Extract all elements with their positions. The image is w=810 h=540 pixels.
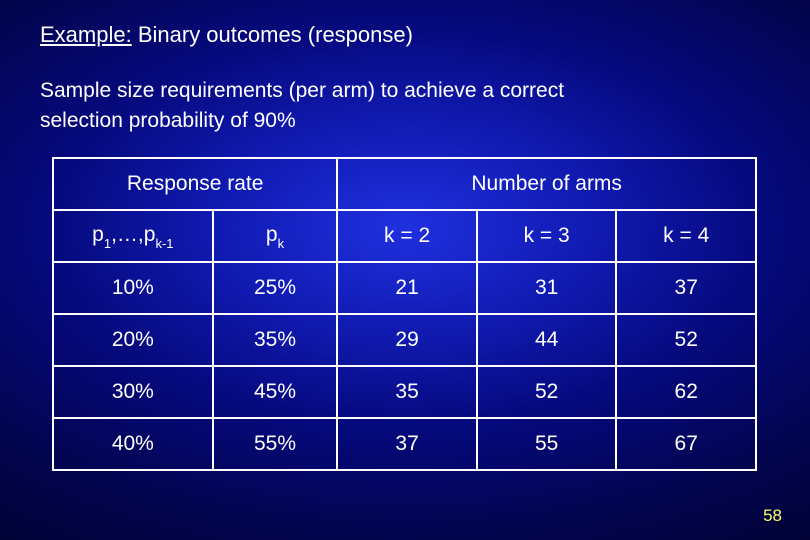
table-row: 40% 55% 37 55 67 — [53, 418, 756, 470]
col1-p: p — [266, 223, 278, 246]
cell: 35 — [337, 366, 477, 418]
col-header-p1-pk1: p1,…,pk-1 — [53, 210, 213, 262]
sample-size-table: Response rate Number of arms p1,…,pk-1 p… — [52, 157, 757, 471]
title-label: Example: — [40, 22, 132, 47]
table-header-group-row: Response rate Number of arms — [53, 158, 756, 210]
slide-number: 58 — [763, 506, 782, 526]
cell: 52 — [616, 314, 756, 366]
cell: 10% — [53, 262, 213, 314]
table-row: 30% 45% 35 52 62 — [53, 366, 756, 418]
table-row: 20% 35% 29 44 52 — [53, 314, 756, 366]
col1-sub: k — [278, 236, 285, 251]
cell: 21 — [337, 262, 477, 314]
group-header-number-of-arms: Number of arms — [337, 158, 756, 210]
slide: Example: Binary outcomes (response) Samp… — [0, 0, 810, 540]
col-header-k2: k = 2 — [337, 210, 477, 262]
slide-subtitle: Sample size requirements (per arm) to ac… — [40, 76, 770, 137]
cell: 55 — [477, 418, 617, 470]
cell: 35% — [213, 314, 338, 366]
cell: 31 — [477, 262, 617, 314]
cell: 25% — [213, 262, 338, 314]
col0-p1: p — [92, 223, 104, 246]
slide-title: Example: Binary outcomes (response) — [40, 22, 770, 48]
cell: 52 — [477, 366, 617, 418]
subtitle-line1: Sample size requirements (per arm) to ac… — [40, 79, 564, 102]
cell: 62 — [616, 366, 756, 418]
col-header-k4: k = 4 — [616, 210, 756, 262]
col0-sub1: 1 — [104, 236, 111, 251]
group-header-response-rate: Response rate — [53, 158, 337, 210]
col0-mid: ,…,p — [111, 223, 155, 246]
cell: 40% — [53, 418, 213, 470]
cell: 44 — [477, 314, 617, 366]
title-rest: Binary outcomes (response) — [132, 22, 413, 47]
cell: 45% — [213, 366, 338, 418]
cell: 30% — [53, 366, 213, 418]
cell: 37 — [616, 262, 756, 314]
col0-sub2: k-1 — [155, 236, 173, 251]
cell: 37 — [337, 418, 477, 470]
table-row: 10% 25% 21 31 37 — [53, 262, 756, 314]
cell: 29 — [337, 314, 477, 366]
col-header-pk: pk — [213, 210, 338, 262]
subtitle-line2: selection probability of 90% — [40, 109, 296, 132]
col-header-k3: k = 3 — [477, 210, 617, 262]
table-header-columns-row: p1,…,pk-1 pk k = 2 k = 3 k = 4 — [53, 210, 756, 262]
cell: 20% — [53, 314, 213, 366]
cell: 67 — [616, 418, 756, 470]
cell: 55% — [213, 418, 338, 470]
